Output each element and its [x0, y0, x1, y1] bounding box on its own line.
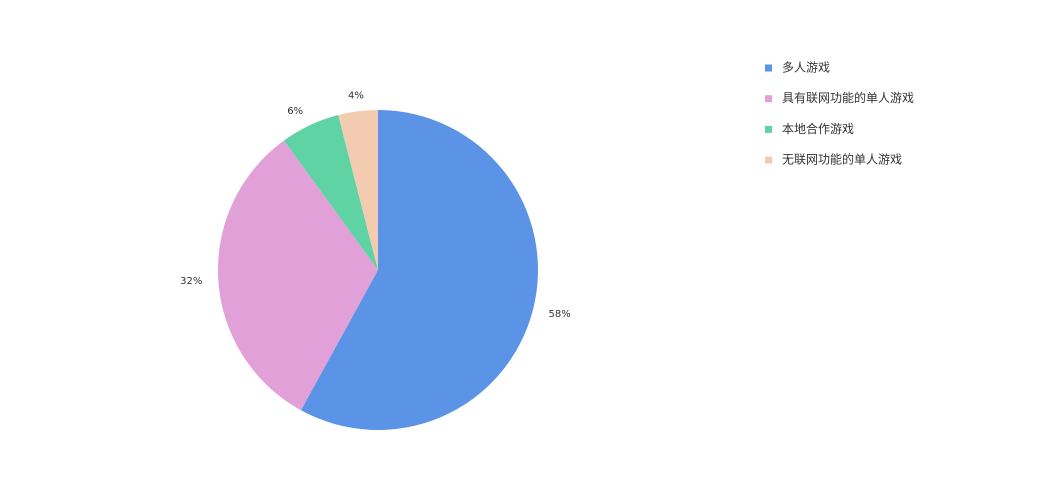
legend-label: 本地合作游戏	[782, 121, 854, 136]
data-label: 32%	[180, 276, 202, 287]
legend-swatch	[765, 125, 772, 133]
legend-label: 多人游戏	[782, 61, 830, 75]
legend-swatch	[765, 95, 772, 103]
pie-slice	[338, 110, 378, 270]
pie-slice	[300, 110, 538, 430]
pie-slice	[283, 115, 378, 270]
legend-label: 具有联网功能的单人游戏	[782, 90, 914, 105]
data-label: 6%	[287, 106, 303, 117]
data-label: 4%	[348, 90, 364, 101]
pie-slice	[217, 140, 378, 411]
legend-label: 无联网功能的单人游戏	[782, 152, 902, 167]
legend-swatch	[765, 156, 772, 164]
legend-swatch	[765, 64, 772, 72]
data-label: 58%	[548, 309, 570, 320]
